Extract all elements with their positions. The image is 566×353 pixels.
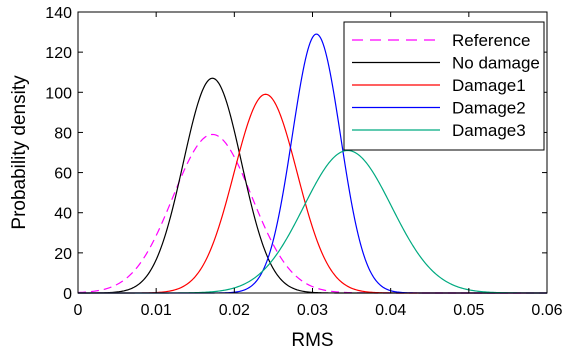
legend-label: Reference xyxy=(452,31,530,50)
x-tick-label: 0.02 xyxy=(219,302,250,319)
y-tick-label: 60 xyxy=(54,166,72,183)
x-tick-label: 0.04 xyxy=(375,302,406,319)
legend: Reference No damage Damage1 Damage2 Damage3 xyxy=(343,21,545,151)
y-tick-label: 40 xyxy=(54,206,72,223)
x-axis-label: RMS xyxy=(291,330,333,351)
x-tick-label: 0 xyxy=(74,302,83,319)
x-tick-label: 0.06 xyxy=(531,302,562,319)
y-tick-label: 100 xyxy=(45,85,72,102)
tick-layer: 0 0.01 0.02 0.03 0.04 0.05 0.06 0 20 40 60 80 100 120… xyxy=(45,5,562,319)
y-tick-label: 140 xyxy=(45,5,72,22)
y-tick-label: 120 xyxy=(45,45,72,62)
x-tick-label: 0.03 xyxy=(297,302,328,319)
legend-box xyxy=(343,21,545,151)
y-tick-label: 20 xyxy=(54,246,72,263)
y-axis-label: Probability density xyxy=(9,75,30,230)
x-tick-label: 0.01 xyxy=(141,302,172,319)
y-tick-label: 0 xyxy=(63,286,72,303)
legend-label: Damage1 xyxy=(452,76,526,95)
legend-label: No damage xyxy=(452,54,540,73)
legend-label: Damage3 xyxy=(452,121,526,140)
legend-label: Damage2 xyxy=(452,99,526,118)
x-tick-label: 0.05 xyxy=(453,302,484,319)
y-tick-label: 80 xyxy=(54,125,72,142)
